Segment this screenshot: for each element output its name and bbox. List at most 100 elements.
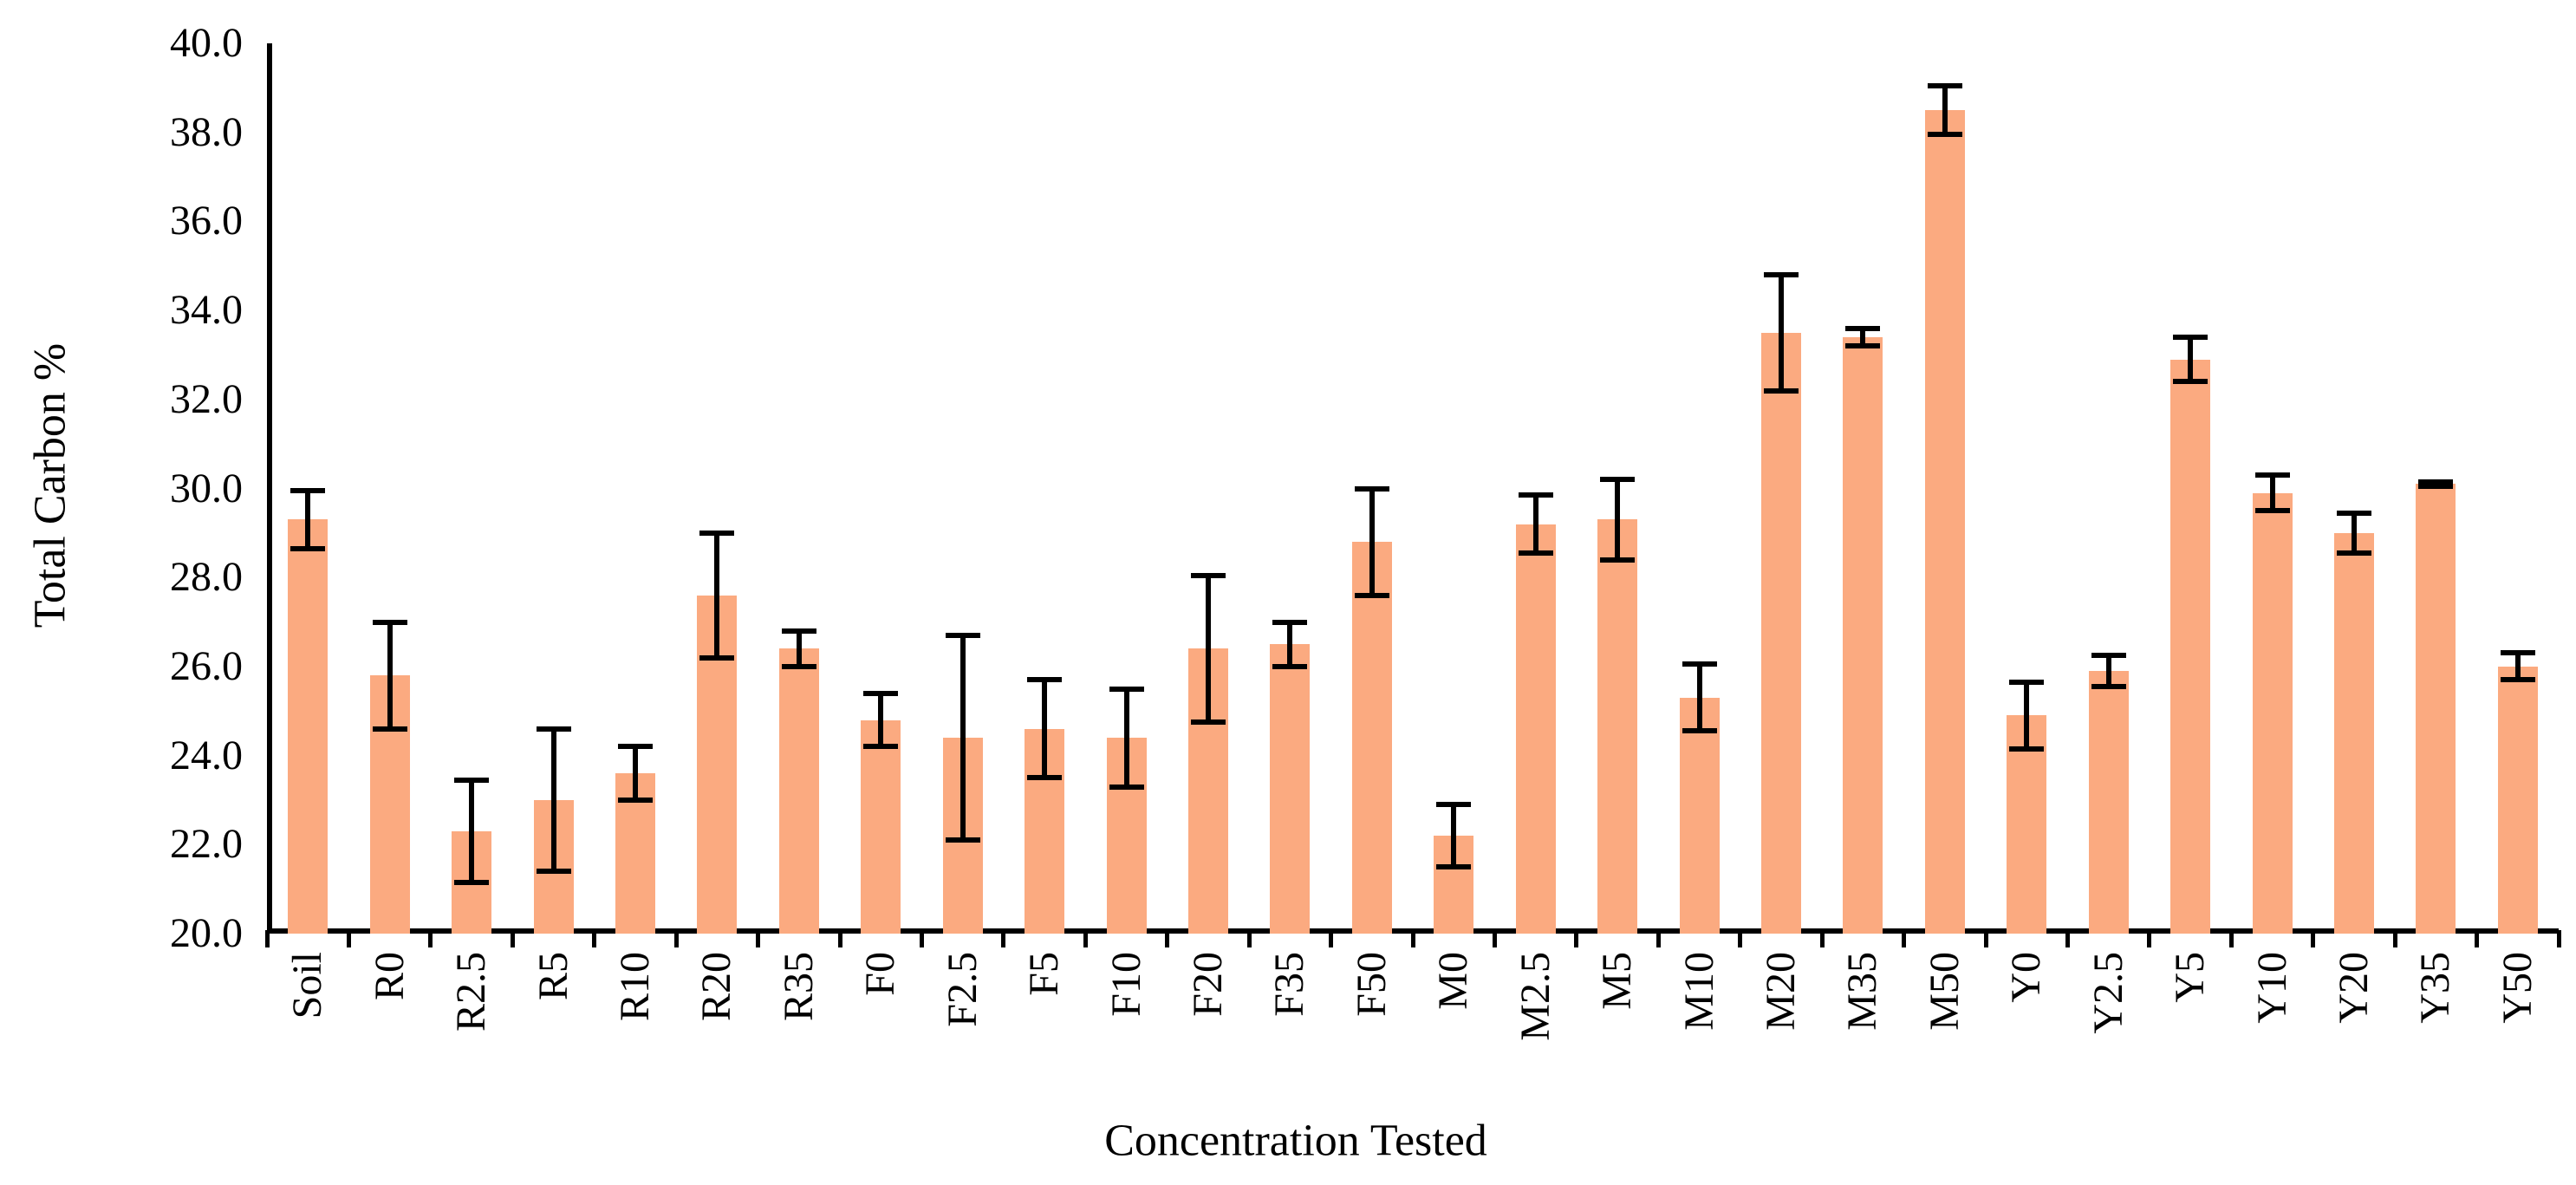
- error-bar-line: [2269, 475, 2275, 511]
- error-bar-line: [1696, 664, 1702, 732]
- error-bar-bottom-cap: [1927, 132, 1962, 138]
- y-tick-label: 34.0: [170, 287, 243, 334]
- error-bar-line: [2514, 653, 2521, 680]
- x-tick-mark: [592, 930, 597, 947]
- x-category-label: M5: [1594, 952, 1641, 1010]
- error-bar-bottom-cap: [1682, 728, 1717, 734]
- error-bar-top-cap: [781, 628, 816, 634]
- error-bar-bottom-cap: [1600, 557, 1636, 563]
- error-bar-line: [2188, 336, 2194, 382]
- error-bar-top-cap: [2009, 679, 2045, 685]
- x-category-label: F5: [1021, 952, 1068, 996]
- error-bar-top-cap: [454, 777, 490, 783]
- x-category-label: F2.5: [939, 952, 986, 1027]
- error-bar-top-cap: [1109, 686, 1144, 692]
- error-bar-bottom-cap: [2173, 379, 2208, 385]
- x-tick-mark: [1983, 930, 1988, 947]
- x-category-label: R5: [530, 952, 576, 1001]
- x-tick-mark: [1246, 930, 1252, 947]
- error-bar-top-cap: [945, 632, 980, 638]
- x-tick-mark: [1656, 930, 1661, 947]
- bar: [1760, 332, 1801, 934]
- error-bar-line: [2351, 512, 2357, 553]
- x-category-label: Y2.5: [2085, 952, 2131, 1034]
- bar: [778, 648, 819, 934]
- x-tick-mark: [2065, 930, 2070, 947]
- x-tick-mark: [756, 930, 761, 947]
- error-bar-bottom-cap: [454, 879, 490, 885]
- x-category-label: R0: [366, 952, 413, 1001]
- x-category-label: M0: [1430, 952, 1477, 1010]
- error-bar-bottom-cap: [1027, 775, 1063, 781]
- error-bar-line: [878, 693, 884, 747]
- x-category-label: R20: [693, 952, 740, 1022]
- x-tick-mark: [1492, 930, 1497, 947]
- x-category-label: Y35: [2412, 952, 2459, 1024]
- y-tick-label: 22.0: [170, 821, 243, 868]
- bar: [1924, 110, 1965, 934]
- y-tick-label: 28.0: [170, 554, 243, 601]
- error-bar-top-cap: [2336, 510, 2371, 516]
- error-bar-bottom-cap: [2091, 684, 2126, 689]
- error-bar-bottom-cap: [290, 545, 326, 551]
- error-bar-line: [1205, 575, 1211, 723]
- error-bar-top-cap: [536, 726, 571, 732]
- error-bar-bottom-cap: [1436, 863, 1472, 869]
- y-tick-label: 24.0: [170, 732, 243, 778]
- x-category-label: Y50: [2494, 952, 2540, 1024]
- error-bar-line: [387, 622, 393, 729]
- error-bar-line: [1942, 85, 1948, 135]
- y-tick-label: 32.0: [170, 375, 243, 422]
- error-bar-top-cap: [617, 744, 653, 750]
- bar: [2333, 532, 2374, 934]
- y-tick-label: 26.0: [170, 642, 243, 689]
- error-bar-top-cap: [372, 619, 407, 625]
- error-bar-top-cap: [1027, 677, 1063, 683]
- error-bar-bottom-cap: [1354, 592, 1389, 598]
- x-tick-mark: [2475, 930, 2480, 947]
- error-bar-top-cap: [1518, 492, 1553, 498]
- y-tick-label: 30.0: [170, 465, 243, 511]
- error-bar-bottom-cap: [617, 797, 653, 803]
- bar: [1351, 542, 1392, 934]
- error-bar-bottom-cap: [945, 837, 980, 843]
- error-bar-line: [1532, 495, 1538, 553]
- x-tick-mark: [510, 930, 515, 947]
- error-bar-line: [959, 635, 966, 841]
- bar: [2170, 359, 2211, 934]
- error-bar-line: [1287, 622, 1293, 667]
- error-bar-bottom-cap: [536, 869, 571, 875]
- error-bar-top-cap: [699, 530, 735, 536]
- x-tick-mark: [1165, 930, 1170, 947]
- error-bar-bottom-cap: [1109, 784, 1144, 790]
- x-tick-mark: [346, 930, 351, 947]
- x-category-label: F35: [1266, 952, 1313, 1017]
- x-category-label: Y20: [2330, 952, 2377, 1024]
- error-bar-bottom-cap: [2500, 677, 2535, 683]
- error-bar-bottom-cap: [863, 744, 899, 750]
- y-tick-label: 40.0: [170, 20, 243, 66]
- bar: [2416, 484, 2456, 934]
- x-category-label: F10: [1103, 952, 1149, 1017]
- x-tick-mark: [2392, 930, 2397, 947]
- y-tick-label: 38.0: [170, 108, 243, 155]
- error-bar-top-cap: [1272, 619, 1308, 625]
- bar: [2007, 715, 2047, 934]
- x-tick-mark: [2556, 930, 2561, 947]
- error-bar-bottom-cap: [699, 654, 735, 661]
- x-tick-mark: [837, 930, 842, 947]
- x-category-label: M10: [1675, 952, 1722, 1031]
- y-axis-title: Total Carbon %: [25, 342, 75, 628]
- bar: [1515, 524, 1556, 934]
- error-bar-bottom-cap: [1190, 719, 1226, 726]
- error-bar-line: [1860, 328, 1866, 347]
- error-bar-top-cap: [1354, 485, 1389, 492]
- x-tick-mark: [1083, 930, 1088, 947]
- error-bar-top-cap: [1845, 325, 1881, 331]
- error-bar-bottom-cap: [2009, 746, 2045, 752]
- x-tick-mark: [1001, 930, 1006, 947]
- error-bar-bottom-cap: [1845, 343, 1881, 349]
- x-category-label: F0: [857, 952, 904, 996]
- error-bar-bottom-cap: [2418, 483, 2454, 489]
